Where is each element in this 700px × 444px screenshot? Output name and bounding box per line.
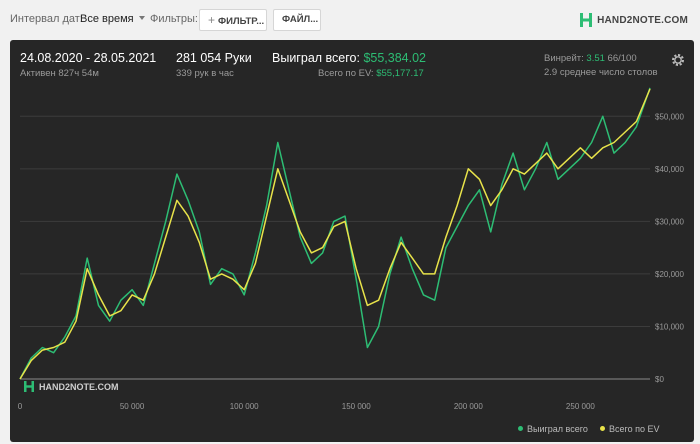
x-tick-label: 200 000 [454, 402, 483, 411]
y-tick-label: $50,000 [655, 112, 684, 121]
winrate-value: 3.51 [586, 53, 605, 64]
chart-watermark: HAND2NOTE.COM [24, 381, 119, 392]
chart-grid [20, 115, 650, 380]
hands-per-hour: 339 рук в час [176, 68, 234, 79]
date-interval-select[interactable]: Все время [80, 13, 145, 25]
legend-won: Выиграл всего [518, 424, 588, 434]
winrate-label: Винрейт: [544, 53, 584, 64]
watermark-logo-icon [24, 381, 34, 392]
hands-count: 281 054 Руки [176, 51, 252, 65]
gear-icon[interactable] [670, 52, 686, 68]
graph-panel: 24.08.2020 - 28.05.2021 Активен 827ч 54м… [10, 40, 694, 442]
top-toolbar: Интервал дат: Все время Фильтры: + ФИЛЬТР… [0, 0, 700, 38]
active-time: Активен 827ч 54м [20, 68, 99, 79]
filters-button[interactable]: + ФИЛЬТР... [199, 9, 267, 31]
y-tick-label: $20,000 [655, 270, 684, 279]
ev-total-label: Всего по EV: [318, 68, 374, 79]
files-button-label: ФАЙЛ... [282, 14, 319, 25]
winrate-unit: 66/100 [607, 53, 637, 64]
won-total-label: Выиграл всего: [272, 51, 360, 65]
y-tick-label: $0 [655, 375, 664, 384]
tables-average: 2.9 среднее число столов [544, 67, 658, 78]
x-tick-label: 100 000 [230, 402, 259, 411]
ev-total: Всего по EV: $55,177.17 [318, 68, 424, 79]
watermark-text: HAND2NOTE.COM [39, 382, 119, 392]
x-tick-label: 150 000 [342, 402, 371, 411]
x-tick-label: 0 [18, 402, 23, 411]
filters-label: Фильтры: [150, 13, 198, 25]
y-tick-label: $40,000 [655, 165, 684, 174]
legend-ev: Всего по EV [600, 424, 659, 434]
filters-button-label: ФИЛЬТР... [218, 16, 265, 27]
ev-total-line [19, 88, 651, 380]
won-total: Выиграл всего: $55,384.02 [272, 51, 426, 65]
chevron-down-icon [138, 16, 145, 20]
hand2note-logo: HAND2NOTE.COM [579, 11, 688, 29]
won-total-line [19, 87, 651, 380]
legend-ev-label: Всего по EV [609, 424, 660, 434]
x-tick-label: 250 000 [566, 402, 595, 411]
date-range: 24.08.2020 - 28.05.2021 [20, 51, 157, 65]
winrate: Винрейт: 3.51 66/100 [544, 53, 637, 64]
x-axis-ticks: 0 50 000 100 000 150 000 200 000 250 000 [18, 402, 596, 411]
hand2note-logo-icon [580, 13, 593, 27]
legend-won-label: Выиграл всего [527, 424, 588, 434]
y-tick-label: $30,000 [655, 217, 684, 226]
chart-series [19, 87, 651, 380]
y-tick-label: $10,000 [655, 322, 684, 331]
ev-total-value: $55,177.17 [376, 68, 424, 79]
bankroll-chart: $0 $10,000 $20,000 $30,000 $40,000 $50,000 0 5… [18, 87, 684, 411]
x-tick-label: 50 000 [120, 402, 145, 411]
won-total-value: $55,384.02 [363, 51, 426, 65]
date-interval-value: Все время [80, 13, 134, 25]
date-interval-label: Интервал дат: [10, 13, 83, 25]
files-button[interactable]: ФАЙЛ... [273, 9, 321, 31]
y-axis-ticks: $0 $10,000 $20,000 $30,000 $40,000 $50,000 [655, 112, 684, 384]
plus-icon: + [208, 13, 216, 27]
legend-ev-swatch [600, 426, 605, 431]
logo-text: HAND2NOTE.COM [597, 14, 688, 26]
legend-won-swatch [518, 426, 523, 431]
